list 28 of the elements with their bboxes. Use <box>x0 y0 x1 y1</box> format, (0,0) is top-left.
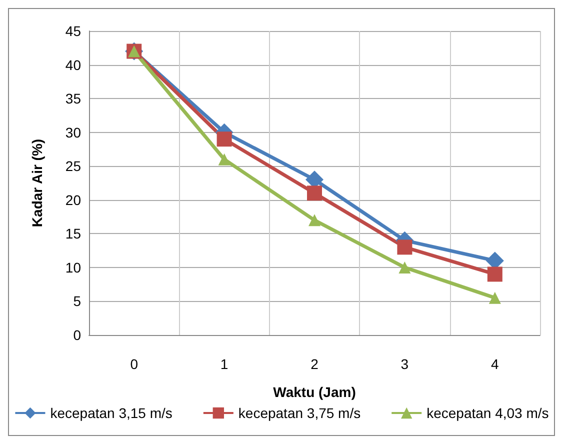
y-tick-label: 5 <box>73 293 82 310</box>
x-tick-label: 0 <box>130 356 138 372</box>
y-axis-title: Kadar Air (%) <box>29 138 45 228</box>
y-tick-label: 10 <box>65 259 82 276</box>
y-tick-label: 0 <box>73 327 82 343</box>
x-tick-label: 3 <box>400 356 409 372</box>
y-tick-label: 40 <box>65 56 82 73</box>
point <box>487 266 502 282</box>
point <box>488 292 501 304</box>
y-tick-label: 25 <box>65 158 82 174</box>
legend-label: kecepatan 4,03 m/s <box>426 405 549 421</box>
x-tick-label: 2 <box>310 356 319 372</box>
x-axis-title: Waktu (Jam) <box>273 384 356 400</box>
y-tick-label: 20 <box>65 192 82 208</box>
point <box>398 261 411 274</box>
legend-label: kecepatan 3,75 m/s <box>238 405 361 421</box>
point <box>397 240 412 255</box>
point <box>218 153 230 166</box>
point <box>216 132 232 147</box>
y-tick-label: 45 <box>65 23 82 39</box>
x-tick-label: 1 <box>220 356 228 372</box>
point <box>308 214 320 226</box>
y-tick-label: 30 <box>65 124 82 140</box>
y-tick-label: 15 <box>65 226 82 242</box>
legend-label: kecepatan 3,15 m/s <box>50 405 172 421</box>
y-tick-label: 35 <box>65 90 82 107</box>
x-tick-label: 4 <box>491 356 499 372</box>
point <box>307 186 322 201</box>
